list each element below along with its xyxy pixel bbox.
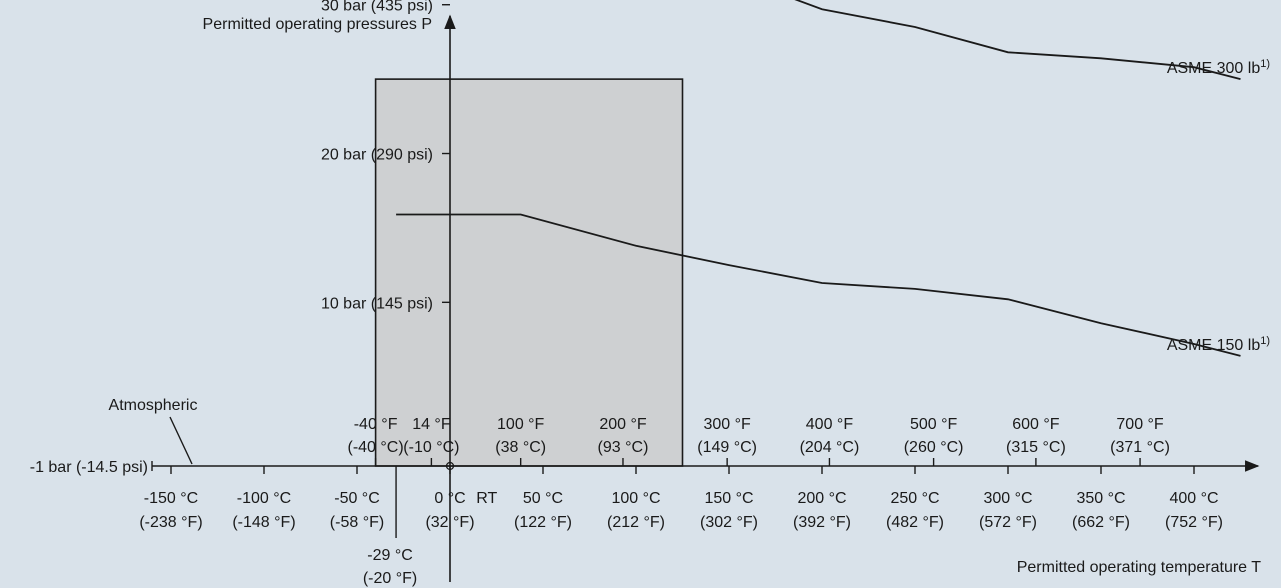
fahrenheit-equiv-label: (-58 °F) (330, 514, 384, 531)
series-label: ASME 300 lb1) (1167, 58, 1270, 77)
fahrenheit-equiv-label: (122 °F) (514, 514, 572, 531)
y-tick-group: 10 bar (145 psi) 20 bar (290 psi) 30 bar (… (321, 0, 450, 312)
celsius-tick-label: 250 °C (890, 490, 939, 507)
celsius-equiv-label: (38 °C) (495, 439, 546, 456)
fahrenheit-equiv-label: (662 °F) (1072, 514, 1130, 531)
origin-marker (445, 461, 455, 471)
celsius-tick-group: -150 °C (-238 °F) -100 °C (-148 °F) -50 °C (-… (139, 466, 1223, 531)
fahrenheit-equiv-label: (482 °F) (886, 514, 944, 531)
min-temp-label-c: -29 °C (367, 547, 413, 564)
fahrenheit-equiv-label: (752 °F) (1165, 514, 1223, 531)
fahrenheit-equiv-label: (392 °F) (793, 514, 851, 531)
celsius-tick-label: 100 °C (611, 490, 660, 507)
fahrenheit-tick-group: -40 °F (-40 °C) 14 °F (-10 °C) 100 °F (38 °C)… (348, 416, 1170, 466)
celsius-equiv-label: (260 °C) (904, 439, 964, 456)
y-axis-title: Permitted operating pressures P (203, 16, 432, 33)
fahrenheit-equiv-label: (302 °F) (700, 514, 758, 531)
celsius-tick-label: 300 °C (983, 490, 1032, 507)
celsius-tick-label: 350 °C (1076, 490, 1125, 507)
atmospheric-leader-line (169, 416, 193, 465)
series-group: ASME 300 lb1) ASME 150 lb1) (396, 0, 1270, 357)
celsius-tick-label: 400 °C (1169, 490, 1218, 507)
fahrenheit-tick-label: 600 °F (1012, 416, 1060, 433)
fahrenheit-tick-label: -40 °F (354, 416, 398, 433)
series-label-footnote: 1) (1260, 58, 1270, 70)
atmospheric-label: Atmospheric (109, 397, 198, 414)
celsius-tick-label: -100 °C (237, 490, 291, 507)
celsius-equiv-label: (-40 °C) (348, 439, 404, 456)
y-tick-label: 10 bar (145 psi) (321, 295, 433, 312)
fahrenheit-tick-label: 300 °F (703, 416, 751, 433)
celsius-equiv-label: (315 °C) (1006, 439, 1066, 456)
fahrenheit-tick-label: 100 °F (497, 416, 545, 433)
fahrenheit-equiv-label: (-148 °F) (232, 514, 295, 531)
celsius-tick-label: -50 °C (334, 490, 380, 507)
celsius-tick-label: -150 °C (144, 490, 198, 507)
series-label: ASME 150 lb1) (1167, 335, 1270, 354)
series-label-footnote: 1) (1260, 335, 1270, 347)
celsius-equiv-label: (204 °C) (800, 439, 860, 456)
celsius-tick-label: 0 °C (434, 490, 465, 507)
rt-label: RT (476, 490, 497, 507)
fahrenheit-tick-label: 200 °F (599, 416, 647, 433)
baseline-label: -1 bar (-14.5 psi) (30, 459, 148, 476)
celsius-equiv-label: (93 °C) (598, 439, 649, 456)
min-temp-label-f: (-20 °F) (363, 570, 417, 587)
celsius-equiv-label: (-10 °C) (403, 439, 459, 456)
y-tick-label: 20 bar (290 psi) (321, 147, 433, 164)
highlight-region (374, 78, 684, 467)
fahrenheit-equiv-label: (212 °F) (607, 514, 665, 531)
celsius-tick-label: 150 °C (704, 490, 753, 507)
celsius-equiv-label: (371 °C) (1110, 439, 1170, 456)
fahrenheit-tick-label: 500 °F (910, 416, 958, 433)
series-line (794, 0, 1241, 80)
fahrenheit-tick-label: 14 °F (412, 416, 451, 433)
fahrenheit-tick-label: 400 °F (806, 416, 854, 433)
x-axis-title: Permitted operating temperature T (1017, 559, 1262, 576)
celsius-equiv-label: (149 °C) (697, 439, 757, 456)
fahrenheit-equiv-label: (572 °F) (979, 514, 1037, 531)
celsius-tick-label: 200 °C (797, 490, 846, 507)
fahrenheit-tick-label: 700 °F (1116, 416, 1164, 433)
series-line (396, 213, 1241, 357)
fahrenheit-equiv-label: (32 °F) (425, 514, 474, 531)
fahrenheit-equiv-label: (-238 °F) (139, 514, 202, 531)
y-tick-label: 30 bar (435 psi) (321, 0, 433, 15)
celsius-tick-label: 50 °C (523, 490, 563, 507)
